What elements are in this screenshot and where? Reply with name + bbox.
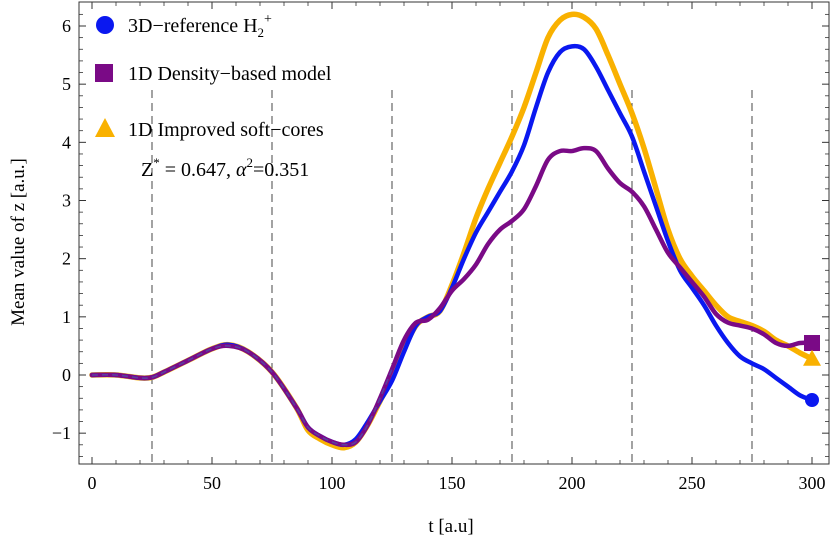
y-tick-label: 6 [62, 16, 71, 36]
x-tick-label: 0 [88, 473, 97, 493]
series-end-markers [803, 335, 821, 408]
y-tick-label: 0 [62, 365, 71, 385]
y-tick-label: 2 [62, 249, 71, 269]
y-tick-label: 4 [62, 132, 71, 152]
plot-frame [78, 1, 830, 465]
x-axis-title: t [a.u] [428, 516, 473, 537]
end-marker-square [804, 335, 820, 352]
axis-ticks: 0 50 100 150 200 250 300 −1 0 1 2 3 4 5 6 [52, 2, 829, 493]
legend-entry-soft-cores: 1D Improved soft−cores [128, 119, 324, 141]
x-tick-label: 250 [679, 473, 706, 493]
x-tick-label: 200 [559, 473, 586, 493]
series-lines [89, 11, 815, 451]
x-tick-label: 100 [319, 473, 346, 493]
x-tick-label: 50 [203, 473, 221, 493]
x-tick-label: 300 [799, 473, 826, 493]
y-tick-label: 3 [62, 191, 71, 211]
y-axis-title: Mean value of z [a.u.] [8, 158, 29, 326]
end-marker-circle [805, 393, 819, 408]
legend-marker-triangle [95, 118, 115, 137]
early-overlap-line [91, 345, 393, 446]
legend-marker-circle [96, 16, 114, 34]
series-line-1 [89, 145, 815, 448]
vertical-dashed-lines [151, 89, 753, 464]
legend-marker-square [95, 64, 113, 82]
series-line-0 [89, 43, 815, 448]
x-tick-label: 150 [439, 473, 466, 493]
legend-entry-density-model: 1D Density−based model [128, 63, 332, 85]
y-tick-label: 1 [62, 307, 71, 327]
y-tick-label: −1 [52, 423, 71, 443]
legend-entry-3d-reference: 3D−reference H2+ [128, 12, 272, 40]
parameter-annotation: Z* = 0.647, α2=0.351 [141, 155, 309, 181]
y-tick-label: 5 [62, 74, 71, 94]
legend: 3D−reference H2+ 1D Density−based model … [95, 12, 332, 181]
end-marker-triangle [803, 349, 821, 366]
